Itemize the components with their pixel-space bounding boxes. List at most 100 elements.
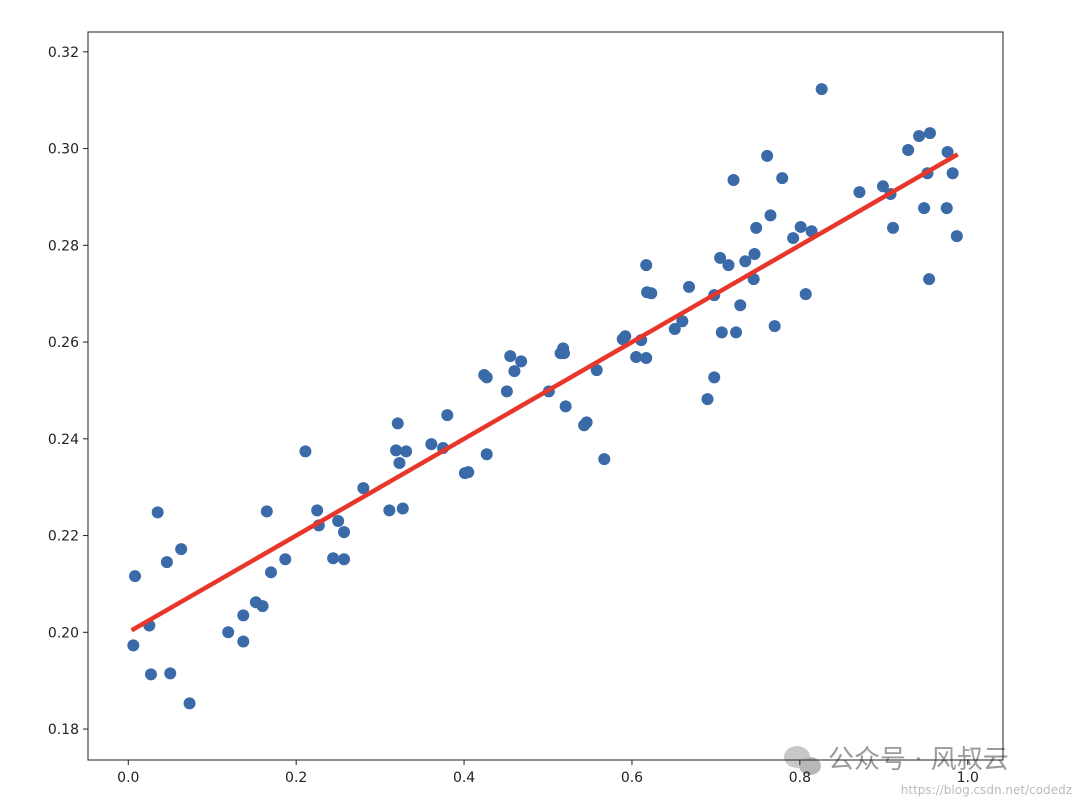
scatter-point xyxy=(557,347,570,360)
scatter-point xyxy=(923,273,936,286)
scatter-point xyxy=(260,505,273,518)
scatter-point xyxy=(668,323,681,336)
scatter-point xyxy=(750,221,763,234)
scatter-point xyxy=(357,482,370,495)
scatter-point xyxy=(393,456,406,469)
scatter-point xyxy=(815,83,828,96)
scatter-point xyxy=(559,400,572,413)
scatter-point xyxy=(338,526,351,539)
scatter-point xyxy=(504,350,517,363)
scatter-point xyxy=(160,556,173,569)
scatter-point xyxy=(722,259,735,272)
scatter-point xyxy=(237,635,250,648)
scatter-point xyxy=(391,417,404,430)
scatter-point xyxy=(941,145,954,158)
scatter-point xyxy=(183,697,196,710)
scatter-point xyxy=(640,352,653,365)
scatter-point xyxy=(400,445,413,458)
scatter-point xyxy=(787,232,800,245)
scatter-point xyxy=(918,202,931,215)
scatter-point xyxy=(748,248,761,261)
scatter-point xyxy=(508,365,521,378)
scatter-point xyxy=(708,371,721,384)
scatter-point xyxy=(946,167,959,180)
scatter-point xyxy=(676,315,689,328)
scatter-point xyxy=(630,351,643,364)
scatter-point xyxy=(480,448,493,461)
scatter-point xyxy=(299,445,312,458)
x-tick-label: 1.0 xyxy=(957,770,979,786)
scatter-point xyxy=(175,543,188,556)
scatter-point xyxy=(645,287,658,300)
scatter-point xyxy=(222,626,235,639)
scatter-point xyxy=(640,259,653,272)
scatter-point xyxy=(776,172,789,185)
x-tick-label: 0.6 xyxy=(621,770,643,786)
scatter-point xyxy=(701,393,714,406)
scatter-point xyxy=(144,668,157,681)
source-url: https://blog.csdn.net/codedz xyxy=(901,783,1072,797)
scatter-point xyxy=(590,364,603,377)
scatter-point xyxy=(500,385,513,398)
scatter-point xyxy=(256,600,269,613)
y-tick-label: 0.20 xyxy=(48,625,79,641)
y-tick-label: 0.24 xyxy=(48,432,79,448)
scatter-point xyxy=(598,453,611,466)
scatter-point xyxy=(761,149,774,162)
scatter-point xyxy=(151,506,164,519)
y-tick-label: 0.18 xyxy=(48,722,79,738)
scatter-point xyxy=(311,504,324,517)
x-tick-label: 0.8 xyxy=(789,770,811,786)
scatter-point xyxy=(338,553,351,566)
scatter-point xyxy=(714,251,727,264)
scatter-point xyxy=(794,220,807,233)
scatter-point xyxy=(923,127,936,140)
scatter-point xyxy=(390,444,403,457)
scatter-point xyxy=(950,230,963,243)
x-tick-label: 0.0 xyxy=(117,770,139,786)
y-tick-label: 0.30 xyxy=(48,142,79,158)
scatter-point xyxy=(768,320,781,333)
scatter-point xyxy=(876,180,889,193)
scatter-point xyxy=(515,355,528,368)
scatter-point xyxy=(441,409,454,422)
scatter-point xyxy=(279,553,292,566)
y-tick-label: 0.32 xyxy=(48,45,79,61)
x-tick-label: 0.4 xyxy=(453,770,475,786)
y-tick-label: 0.28 xyxy=(48,238,79,254)
scatter-point xyxy=(799,288,812,301)
scatter-point xyxy=(619,330,632,343)
scatter-point xyxy=(734,299,747,312)
scatter-point xyxy=(396,502,409,515)
x-tick-label: 0.2 xyxy=(285,770,307,786)
scatter-point xyxy=(265,566,277,579)
y-tick-label: 0.26 xyxy=(48,335,79,351)
watermark-icon xyxy=(784,746,821,775)
scatter-point xyxy=(739,255,752,268)
scatter-point xyxy=(425,438,438,451)
plot-area xyxy=(87,31,1004,761)
fit-line xyxy=(130,152,959,633)
scatter-point xyxy=(332,515,345,528)
scatter-point xyxy=(480,371,493,384)
scatter-point xyxy=(764,209,777,222)
scatter-point xyxy=(715,326,728,339)
scatter-point xyxy=(683,280,696,293)
scatter-point xyxy=(580,416,593,429)
scatter-point xyxy=(129,570,142,583)
scatter-point xyxy=(727,174,740,187)
scatter-point xyxy=(164,667,177,680)
scatter-point xyxy=(730,326,743,339)
scatter-point xyxy=(327,552,340,565)
scatter-point xyxy=(902,144,915,157)
scatter-point xyxy=(853,186,866,199)
y-tick-label: 0.22 xyxy=(48,529,79,545)
scatter-point xyxy=(383,504,396,517)
scatter-point xyxy=(462,466,475,479)
scatter-point xyxy=(887,221,900,234)
scatter-point xyxy=(237,609,250,622)
scatter-point xyxy=(127,639,140,652)
scatter-point xyxy=(940,202,953,215)
